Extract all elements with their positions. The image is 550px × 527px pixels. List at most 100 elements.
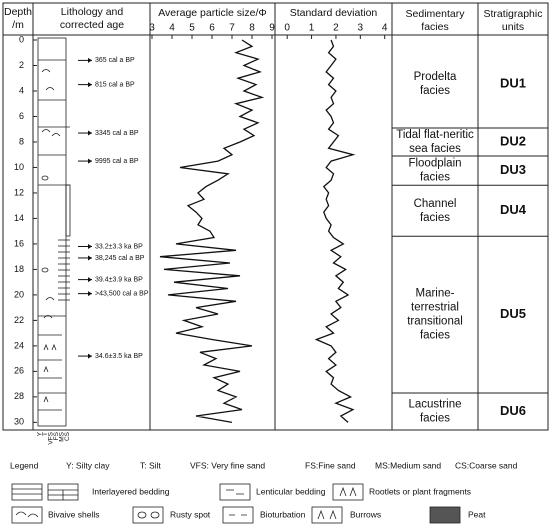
facies-label: sea facies [409, 143, 461, 155]
age-label: 365 cal a BP [95, 57, 135, 64]
header: Sedimentary [406, 8, 466, 20]
legend-entry: Bivaive shells [48, 509, 100, 519]
age-label: 39.4±3.9 ka BP [95, 276, 143, 283]
age-label: >43,500 cal a BP [95, 290, 149, 297]
header: facies [421, 21, 448, 33]
legend-entry: Y: Silty clay [66, 460, 110, 470]
depth-tick-label: 26 [14, 366, 24, 376]
legend-entry: CS:Coarse sand [455, 460, 518, 470]
data-line [159, 39, 265, 424]
depth-tick-label: 14 [14, 213, 24, 223]
depth-tick-label: 12 [14, 187, 24, 197]
depth-tick-label: 24 [14, 340, 24, 350]
arrow-head [88, 353, 92, 359]
facies-label: Marine- [416, 288, 455, 300]
unit-label: DU6 [500, 403, 526, 418]
age-label: 3345 cal a BP [95, 130, 139, 137]
arrow-head [88, 130, 92, 136]
age-label: 38,245 cal a BP [95, 255, 145, 262]
depth-tick-label: 10 [14, 162, 24, 172]
unit-label: DU3 [500, 162, 526, 177]
header: Stratigraphic [484, 8, 543, 20]
x-tick-label: 9 [269, 23, 275, 34]
arrow-head [88, 158, 92, 164]
depth-tick-label: 22 [14, 315, 24, 325]
unit-label: DU5 [500, 306, 526, 321]
lithology-column [37, 37, 71, 427]
arrow-head [88, 82, 92, 88]
facies-label: Channel [414, 198, 457, 210]
legend-entry: Rootlets or plant fragments [369, 486, 471, 496]
depth-tick-label: 0 [19, 34, 24, 44]
grain-size-label: CS [64, 431, 71, 441]
facies-label: transitional [407, 316, 463, 328]
x-tick-label: 6 [209, 23, 215, 34]
header: /m [12, 19, 24, 31]
depth-tick-label: 2 [19, 60, 24, 70]
arrow-head [88, 277, 92, 283]
age-label: 33.2±3.3 ka BP [95, 243, 143, 250]
grain-size-label: MS [59, 431, 66, 441]
grain-size-label: VFS [48, 431, 55, 444]
x-tick-label: 7 [229, 23, 235, 34]
depth-tick-label: 8 [19, 136, 24, 146]
unit-label: DU1 [500, 75, 526, 90]
age-label: 9995 cal a BP [95, 158, 139, 165]
legend-entry: Lenticular bedding [256, 486, 326, 496]
depth-tick-label: 30 [14, 417, 24, 427]
facies-label: Prodelta [414, 71, 457, 83]
legend-entry: FS:Fine sand [305, 460, 356, 470]
unit-label: DU2 [500, 133, 526, 148]
arrow-head [88, 57, 92, 63]
age-label: 34.6±3.5 ka BP [95, 353, 143, 360]
facies-label: facies [420, 413, 450, 425]
facies-label: Tidal flat-neritic [396, 129, 474, 141]
unit-label: DU4 [500, 202, 527, 217]
legend-icons [11, 483, 461, 524]
legend-entry: Interlayered bedding [92, 486, 170, 496]
legend-entry: Bioturbation [260, 509, 306, 519]
depth-tick-label: 4 [19, 85, 24, 95]
header: Lithology and [61, 6, 124, 18]
legend-entry: Burrows [350, 509, 381, 519]
facies-label: facies [420, 330, 450, 342]
x-tick-label: 0 [284, 23, 290, 34]
legend-title: Legend [10, 460, 39, 470]
depth-tick-label: 6 [19, 111, 24, 121]
legend-entry: Peat [468, 509, 486, 519]
depth-tick-label: 28 [14, 391, 24, 401]
legend-entry: MS:Medium sand [375, 460, 441, 470]
x-tick-label: 3 [358, 23, 364, 34]
header: corrected age [60, 19, 124, 31]
data-line [314, 39, 356, 423]
depth-tick-label: 18 [14, 264, 24, 274]
arrow-head [88, 243, 92, 249]
x-tick-label: 4 [382, 23, 388, 34]
x-tick-label: 5 [189, 23, 195, 34]
header: Depth [4, 6, 32, 18]
facies-label: Floodplain [408, 158, 461, 170]
grain-size-label: Y [37, 431, 44, 436]
legend-entry: VFS: Very fine sand [190, 460, 265, 470]
x-tick-label: 8 [249, 23, 255, 34]
chart-title: Average particle size/Φ [158, 7, 267, 19]
x-tick-label: 2 [333, 23, 339, 34]
chart-title: Standard deviation [290, 7, 378, 19]
x-tick-label: 4 [169, 23, 175, 34]
facies-label: facies [420, 85, 450, 97]
facies-label: Lacustrine [408, 399, 461, 411]
header: units [502, 21, 524, 33]
legend-entry: T: Silt [140, 460, 161, 470]
depth-tick-label: 16 [14, 238, 24, 248]
arrow-head [88, 291, 92, 297]
x-tick-label: 1 [309, 23, 315, 34]
arrow-head [88, 255, 92, 261]
grain-size-label: FS [53, 431, 60, 440]
grain-size-label: T [42, 432, 49, 436]
depth-tick-label: 20 [14, 289, 24, 299]
legend-entry: Rusty spot [170, 509, 211, 519]
facies-label: terrestrial [411, 302, 459, 314]
facies-label: facies [420, 172, 450, 184]
x-tick-label: 3 [149, 23, 155, 34]
